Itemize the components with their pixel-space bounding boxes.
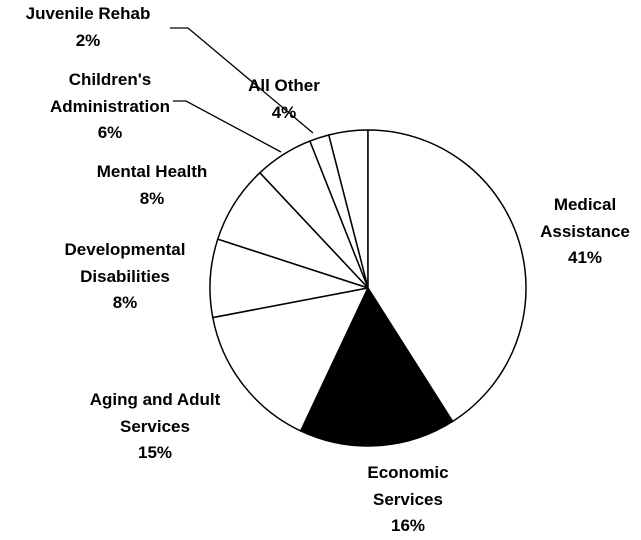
- leader-line: [170, 27, 314, 134]
- value-label: 4%: [271, 102, 297, 122]
- value-label: 15%: [137, 443, 173, 462]
- value-label: 8%: [112, 293, 138, 312]
- category-label: Children's Administration: [50, 70, 170, 116]
- category-label: Mental Health: [96, 162, 208, 181]
- slice-label: Mental Health 8%: [72, 159, 232, 212]
- slice-label: All Other 4%: [229, 73, 339, 126]
- value-label: 2%: [75, 30, 101, 50]
- category-label: All Other: [248, 76, 320, 95]
- category-label: Developmental Disabilities: [64, 240, 186, 286]
- value-label: 6%: [97, 123, 123, 142]
- pie-slice: [367, 129, 527, 423]
- value-label: 41%: [567, 248, 603, 267]
- slice-label: Economic Services 16%: [353, 460, 463, 540]
- slice-label: Aging and Adult Services 15%: [65, 387, 245, 467]
- category-label: Juvenile Rehab: [25, 4, 151, 23]
- pie-slice: [299, 286, 454, 447]
- leader-line: [173, 100, 282, 153]
- pie-slice: [211, 286, 370, 432]
- slice-label: Medical Assistance 41%: [530, 192, 640, 272]
- value-label: 8%: [139, 188, 165, 208]
- slice-label: Children's Administration 6%: [35, 67, 185, 147]
- slice-label: Juvenile Rehab 2%: [3, 1, 173, 54]
- category-label: Medical Assistance: [540, 195, 630, 241]
- value-label: 16%: [390, 516, 426, 535]
- slice-label: Developmental Disabilities 8%: [50, 237, 200, 317]
- category-label: Aging and Adult Services: [89, 390, 221, 436]
- category-label: Economic Services: [367, 463, 449, 509]
